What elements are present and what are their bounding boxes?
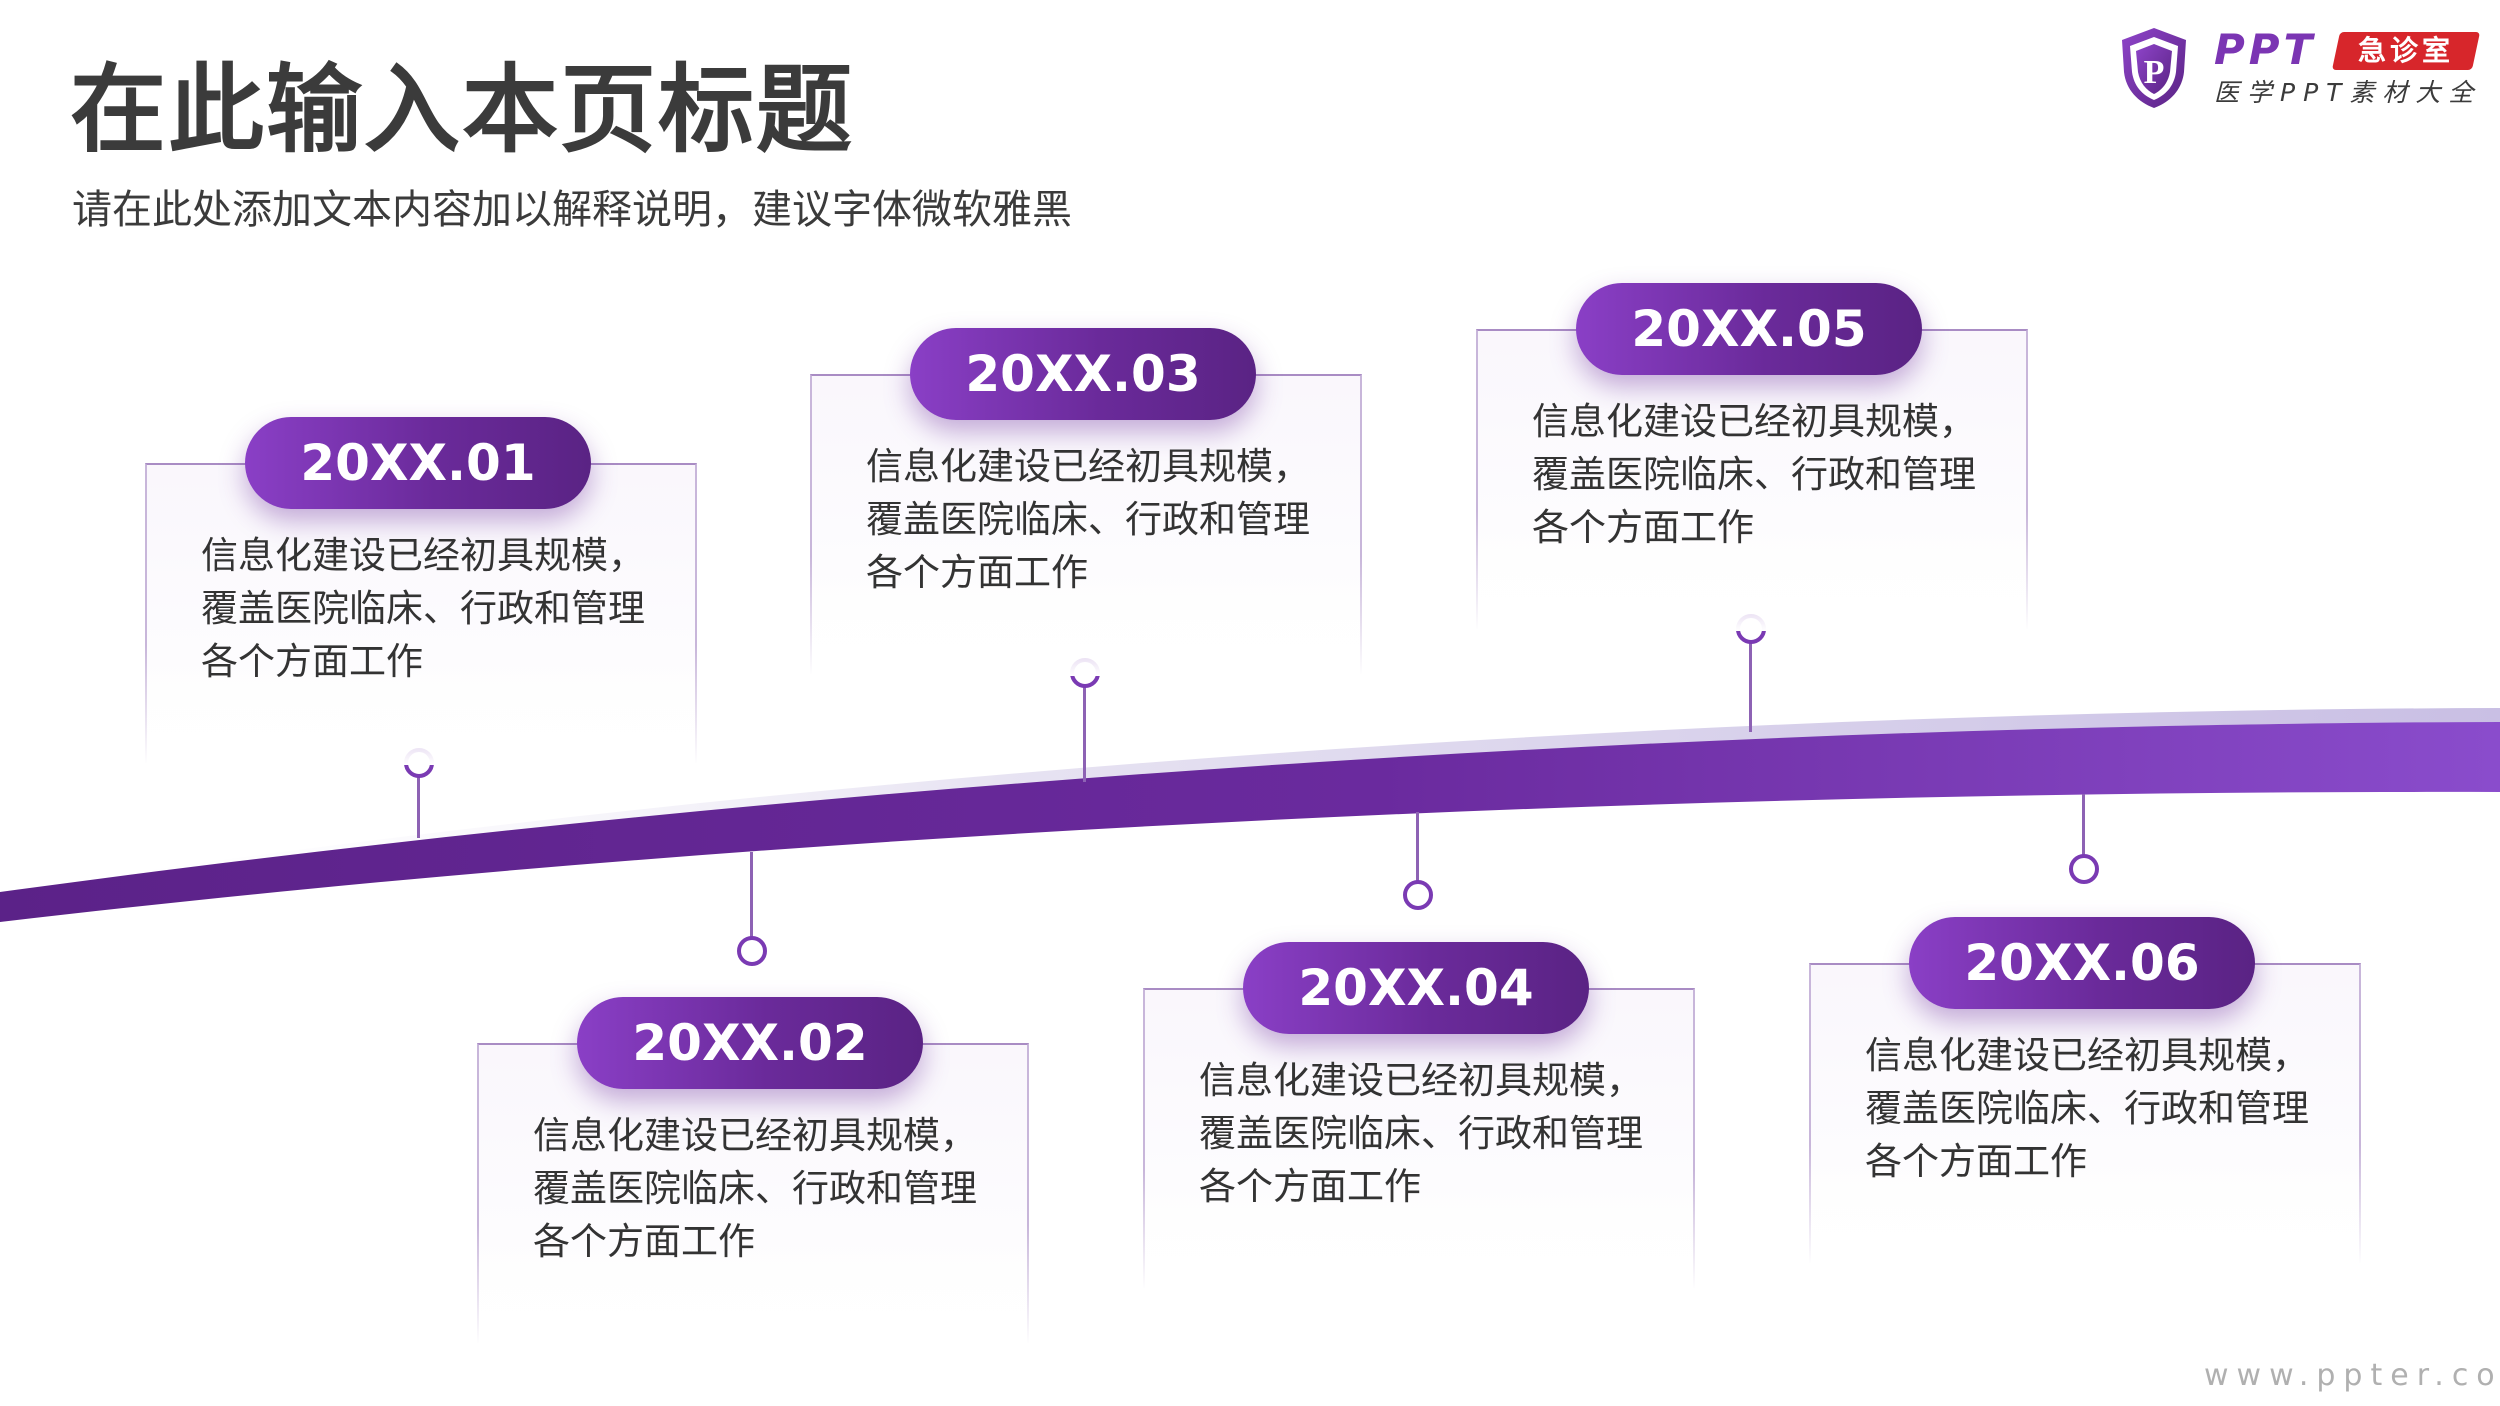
timeline-pin-line-2 [750, 852, 753, 938]
timeline-pin-line-1 [417, 776, 420, 838]
card-text: 信息化建设已经初具规模，覆盖医院临床、行政和管理各个方面工作 [1199, 1059, 1643, 1208]
timeline-card-5: 20XX.05 信息化建设已经初具规模，覆盖医院临床、行政和管理各个方面工作 [1476, 283, 2028, 631]
timeline-pin-6 [2069, 854, 2099, 884]
card-text: 信息化建设已经初具规模，覆盖医院临床、行政和管理各个方面工作 [866, 445, 1310, 594]
shield-icon: P [2122, 28, 2186, 108]
timeline-pin-line-3 [1083, 686, 1086, 782]
timeline-pin-2 [737, 936, 767, 966]
timeline-card-3: 20XX.03 信息化建设已经初具规模，覆盖医院临床、行政和管理各个方面工作 [810, 328, 1362, 676]
card-date: 20XX.05 [1576, 283, 1922, 375]
timeline-pin-line-6 [2082, 794, 2085, 856]
timeline-pin-line-5 [1749, 642, 1752, 732]
timeline-pin-line-4 [1416, 812, 1419, 882]
brand-logo: P PPT 急诊室 医学PPT素材大全 [2118, 24, 2482, 114]
card-text: 信息化建设已经初具规模，覆盖医院临床、行政和管理各个方面工作 [1865, 1034, 2309, 1183]
logo-tagline: 医学PPT素材大全 [2214, 78, 2482, 107]
logo-brand: PPT [2214, 25, 2317, 74]
card-text: 信息化建设已经初具规模，覆盖医院临床、行政和管理各个方面工作 [533, 1114, 977, 1263]
card-text: 信息化建设已经初具规模，覆盖医院临床、行政和管理各个方面工作 [201, 534, 645, 683]
card-frame [477, 1043, 1029, 1345]
page-title: 在此输入本页标题 [70, 54, 854, 166]
card-date: 20XX.03 [910, 328, 1256, 420]
shield-letter: P [2144, 54, 2165, 91]
timeline-card-4: 20XX.04 信息化建设已经初具规模，覆盖医院临床、行政和管理各个方面工作 [1143, 942, 1695, 1290]
card-date: 20XX.04 [1243, 942, 1589, 1034]
timeline-pin-4 [1403, 880, 1433, 910]
card-frame [1476, 329, 2028, 631]
watermark: www.ppter.com [2204, 1358, 2500, 1393]
card-date: 20XX.01 [245, 417, 591, 509]
timeline-card-2: 20XX.02 信息化建设已经初具规模，覆盖医院临床、行政和管理各个方面工作 [477, 997, 1029, 1345]
timeline-card-1: 20XX.01 信息化建设已经初具规模，覆盖医院临床、行政和管理各个方面工作 [145, 417, 697, 765]
card-date: 20XX.06 [1909, 917, 2255, 1009]
card-frame [1143, 988, 1695, 1290]
page-subtitle: 请在此处添加文本内容加以解释说明，建议字体微软雅黑 [72, 187, 1072, 233]
card-text: 信息化建设已经初具规模，覆盖医院临床、行政和管理各个方面工作 [1532, 400, 1976, 549]
card-date: 20XX.02 [577, 997, 923, 1089]
timeline-curve-band [0, 722, 2500, 922]
card-frame [810, 374, 1362, 676]
timeline-card-6: 20XX.06 信息化建设已经初具规模，覆盖医院临床、行政和管理各个方面工作 [1809, 917, 2361, 1265]
card-frame [145, 463, 697, 765]
